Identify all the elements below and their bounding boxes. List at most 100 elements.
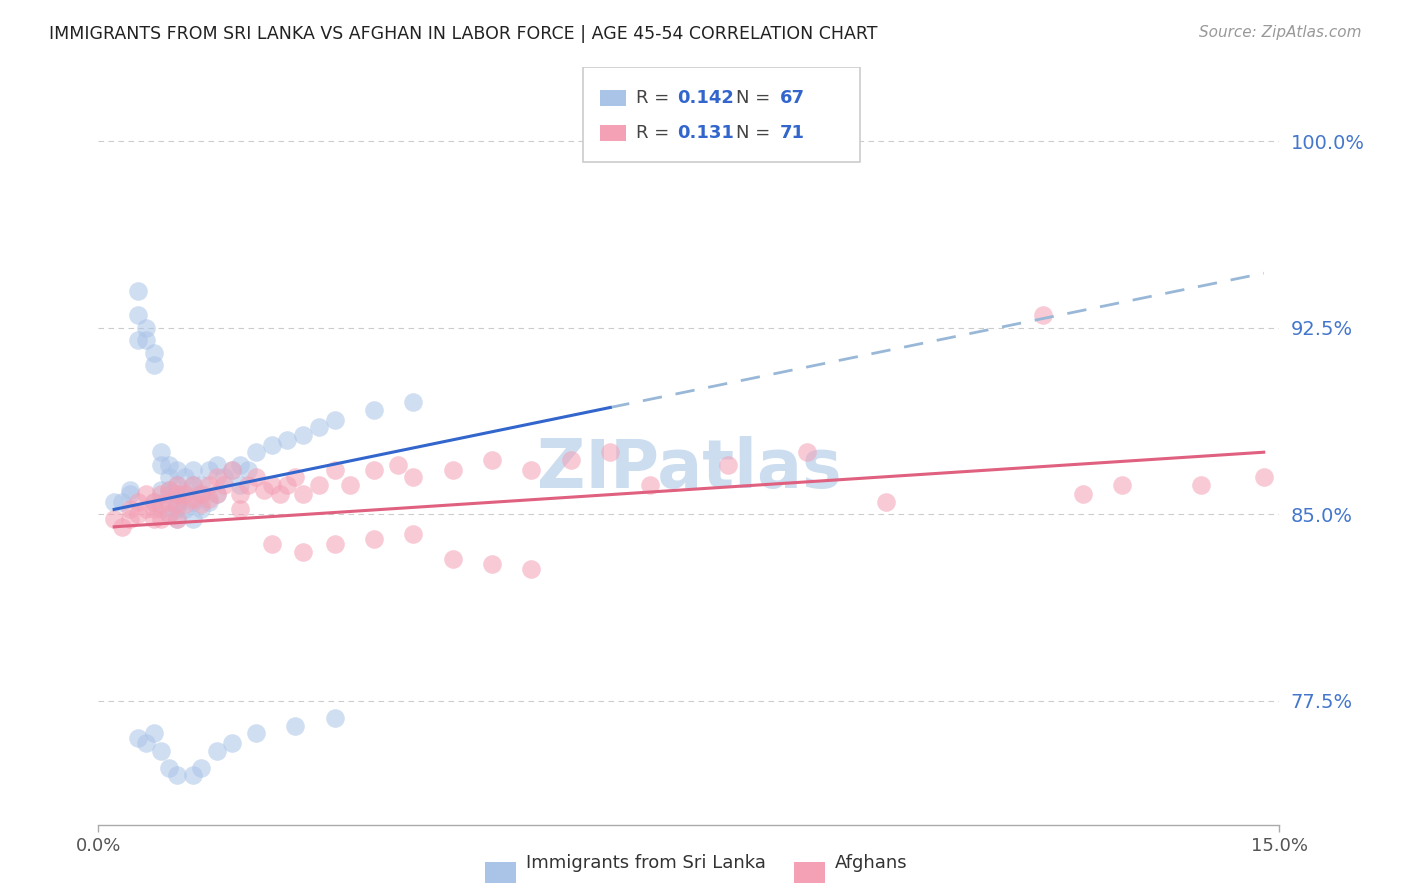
Point — [142, 512, 165, 526]
Point — [166, 502, 188, 516]
Point — [221, 462, 243, 476]
Point — [284, 719, 307, 733]
Point — [150, 458, 173, 472]
Point — [245, 470, 267, 484]
Point — [236, 477, 259, 491]
Point — [166, 495, 188, 509]
Point — [118, 483, 141, 497]
Point — [236, 462, 259, 476]
Point — [157, 508, 180, 522]
Point — [166, 768, 188, 782]
Point — [181, 512, 204, 526]
Text: N =: N = — [737, 89, 776, 107]
Point — [520, 462, 543, 476]
Bar — [600, 125, 626, 141]
Text: N =: N = — [737, 124, 776, 142]
Point — [276, 477, 298, 491]
Point — [150, 743, 173, 757]
Point — [363, 403, 385, 417]
Point — [197, 462, 219, 476]
Text: R =: R = — [636, 89, 675, 107]
Text: Afghans: Afghans — [835, 855, 908, 872]
Point — [229, 458, 252, 472]
Point — [276, 433, 298, 447]
Point — [103, 495, 125, 509]
Point — [205, 458, 228, 472]
Point — [174, 487, 197, 501]
Point — [717, 458, 740, 472]
Bar — [600, 90, 626, 106]
Point — [796, 445, 818, 459]
Point — [118, 512, 141, 526]
Point — [181, 492, 204, 507]
Point — [190, 502, 212, 516]
Point — [118, 487, 141, 501]
Point — [190, 487, 212, 501]
Point — [150, 487, 173, 501]
Point — [111, 520, 134, 534]
Point — [157, 487, 180, 501]
Point — [363, 462, 385, 476]
Point — [1071, 487, 1094, 501]
Point — [260, 537, 283, 551]
Point — [205, 487, 228, 501]
Point — [1111, 477, 1133, 491]
Text: 0.142: 0.142 — [678, 89, 734, 107]
Point — [181, 495, 204, 509]
Point — [292, 487, 315, 501]
Point — [221, 736, 243, 750]
Text: 0.131: 0.131 — [678, 124, 734, 142]
Point — [135, 736, 157, 750]
Point — [157, 483, 180, 497]
Point — [181, 477, 204, 491]
Point — [260, 477, 283, 491]
Point — [363, 533, 385, 547]
Text: Source: ZipAtlas.com: Source: ZipAtlas.com — [1198, 25, 1361, 40]
Point — [260, 438, 283, 452]
Point — [520, 562, 543, 576]
Point — [166, 487, 188, 501]
Point — [111, 495, 134, 509]
Point — [150, 502, 173, 516]
Point — [127, 334, 149, 348]
Point — [127, 731, 149, 745]
Point — [229, 487, 252, 501]
Point — [402, 470, 425, 484]
Point — [174, 487, 197, 501]
Point — [205, 743, 228, 757]
Point — [142, 726, 165, 740]
Point — [292, 427, 315, 442]
Point — [157, 508, 180, 522]
Point — [142, 345, 165, 359]
Point — [166, 477, 188, 491]
Text: 67: 67 — [780, 89, 804, 107]
Point — [157, 483, 180, 497]
Point — [190, 497, 212, 511]
Point — [127, 508, 149, 522]
Point — [118, 502, 141, 516]
Point — [323, 711, 346, 725]
Point — [229, 477, 252, 491]
Point — [1189, 477, 1212, 491]
Point — [323, 462, 346, 476]
Point — [150, 512, 173, 526]
Point — [481, 452, 503, 467]
Point — [245, 726, 267, 740]
Point — [197, 495, 219, 509]
Point — [150, 483, 173, 497]
Point — [157, 761, 180, 775]
Point — [481, 557, 503, 571]
Text: R =: R = — [636, 124, 675, 142]
Point — [323, 537, 346, 551]
FancyBboxPatch shape — [582, 67, 860, 161]
Point — [166, 512, 188, 526]
Point — [197, 477, 219, 491]
Point — [205, 487, 228, 501]
Point — [135, 487, 157, 501]
Point — [127, 495, 149, 509]
Point — [1032, 309, 1054, 323]
Point — [284, 470, 307, 484]
Point — [142, 502, 165, 516]
Point — [190, 487, 212, 501]
Point — [166, 477, 188, 491]
